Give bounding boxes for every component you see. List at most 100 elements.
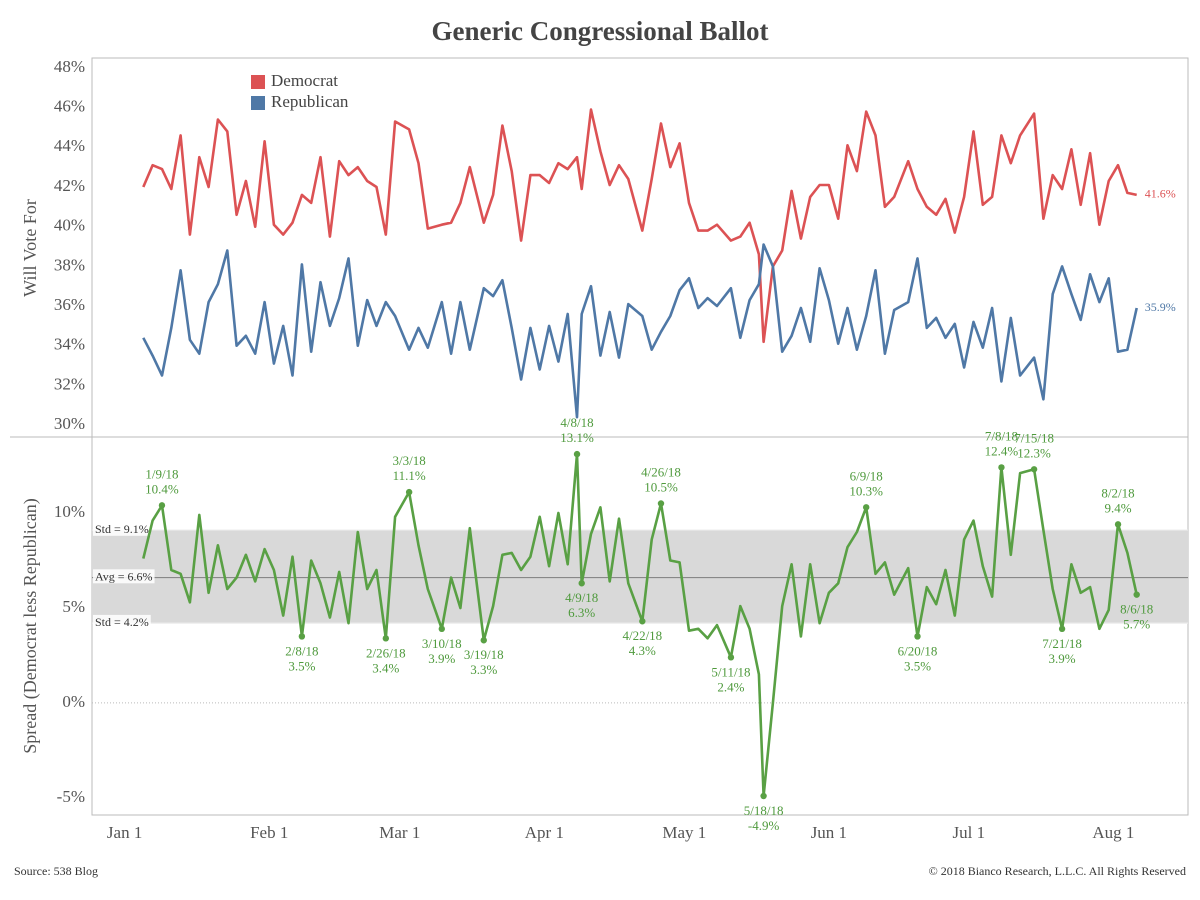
reference-label-bg [93,614,151,629]
annotation-date: 7/15/18 [1014,430,1054,445]
annotation-date: 4/8/18 [560,415,593,430]
reference-label: Std = 9.1% [95,522,149,536]
annotation-date: 8/6/18 [1120,602,1153,617]
annotation-date: 3/19/18 [464,647,504,662]
annotation-date: 7/21/18 [1042,636,1082,651]
reference-label: Avg = 6.6% [95,569,153,583]
reference-label-bg [93,521,151,536]
annotation-value: 9.4% [1104,500,1131,515]
reference-label-bg [93,569,155,584]
annotation-value: 11.1% [393,468,426,483]
y-tick-label: 10% [54,502,85,521]
y-tick-label: 5% [62,597,85,616]
end-label: 35.9% [1145,300,1176,314]
annotation-date: 4/26/18 [641,464,681,479]
annotation-value: 3.5% [288,658,315,673]
annotation-value: 2.4% [717,679,744,694]
end-label: 41.6% [1145,187,1176,201]
annotation-dot [914,633,921,640]
x-tick-label: Apr 1 [525,823,564,842]
annotation-dot [657,500,665,507]
annotation-value: 13.1% [560,430,594,445]
annotation-dot [578,580,585,587]
annotation-value: 12.4% [985,443,1019,458]
annotation-dot [639,618,646,625]
annotation-dot [298,633,306,640]
y-tick-label: 46% [54,97,85,116]
reference-label: Std = 4.2% [95,615,149,629]
y-tick-label: 48% [54,57,85,76]
y-tick-label: 32% [54,374,85,393]
y-tick-label: 0% [62,692,85,711]
annotation-dot [405,488,413,496]
y-tick-label: 30% [54,414,85,433]
annotation-date: 5/11/18 [711,664,750,679]
annotation-value: 3.9% [1049,651,1076,666]
y-tick-label: 42% [54,176,85,195]
annotation-date: 5/18/18 [744,803,784,818]
annotation-dot [862,504,870,511]
annotation-dot [1058,625,1066,633]
annotation-date: 6/9/18 [850,468,883,483]
annotation-date: 2/26/18 [366,645,406,660]
annotation-value: 10.5% [644,479,678,494]
source: Source: 538 Blog [14,864,98,878]
annotation-dot [1114,521,1122,528]
annotation-date: 3/10/18 [422,636,462,651]
y-tick-label: -5% [57,787,85,806]
annotation-value: 5.7% [1123,617,1150,632]
x-tick-label: Feb 1 [250,823,288,842]
x-tick-label: Jul 1 [953,823,986,842]
legend-swatch [251,96,265,110]
annotation-dot [382,635,390,642]
annotation-value: 3.3% [470,662,497,677]
chart-title: Generic Congressional Ballot [432,16,769,46]
y-tick-label: 40% [54,216,85,235]
annotation-date: 4/22/18 [622,628,662,643]
x-tick-label: Aug 1 [1092,823,1134,842]
annotation-value: 12.3% [1017,445,1051,460]
annotation-date: 6/20/18 [898,643,938,658]
annotation-date: 8/2/18 [1101,485,1134,500]
x-tick-label: Jan 1 [107,823,142,842]
y-tick-label: 44% [54,136,85,155]
x-tick-label: May 1 [662,823,706,842]
x-tick-label: Jun 1 [811,823,847,842]
annotation-date: 1/9/18 [145,466,178,481]
series-line [142,243,1138,419]
y-axis-label: Spread (Democrat less Republican) [20,498,41,753]
y-tick-label: 38% [54,255,85,274]
annotation-dot [760,792,767,800]
annotation-value: 10.4% [145,481,179,496]
annotation-value: 10.3% [849,483,883,498]
annotation-value: 4.3% [629,643,656,658]
legend-swatch [251,75,265,89]
copyright: © 2018 Bianco Research, L.L.C. All Right… [929,864,1186,878]
y-tick-label: 34% [54,335,85,354]
annotation-dot [1133,591,1140,598]
annotation-value: 3.5% [904,658,931,673]
annotation-date: 2/8/18 [285,643,318,658]
series-line [142,452,1138,798]
annotation-value: -4.9% [748,818,780,833]
y-axis-label: Will Vote For [20,199,40,297]
legend-label: Democrat [271,71,338,90]
x-tick-label: Mar 1 [379,823,420,842]
annotation-date: 7/8/18 [985,428,1018,443]
series-line [142,108,1137,344]
annotation-date: 4/9/18 [565,590,598,605]
annotation-dot [727,654,735,661]
y-tick-label: 36% [54,295,85,314]
annotation-value: 3.9% [428,651,455,666]
annotation-dot [998,464,1005,471]
annotation-date: 3/3/18 [393,453,426,468]
annotation-dot [1030,466,1038,473]
annotation-value: 3.4% [372,660,399,675]
annotation-dot [480,637,487,644]
legend-label: Republican [271,92,349,111]
annotation-dot [573,450,581,458]
annotation-dot [438,625,445,633]
annotation-value: 6.3% [568,605,595,620]
annotation-dot [158,502,166,509]
